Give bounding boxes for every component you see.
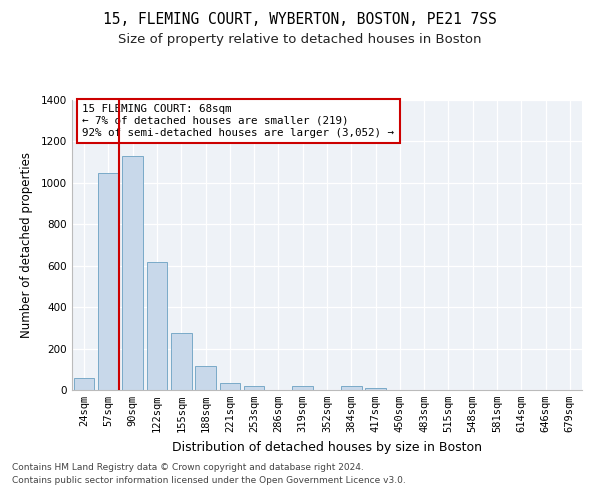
Bar: [74, 378, 94, 390]
X-axis label: Distribution of detached houses by size in Boston: Distribution of detached houses by size …: [172, 440, 482, 454]
Text: 15, FLEMING COURT, WYBERTON, BOSTON, PE21 7SS: 15, FLEMING COURT, WYBERTON, BOSTON, PE2…: [103, 12, 497, 28]
Bar: [171, 333, 191, 390]
Y-axis label: Number of detached properties: Number of detached properties: [20, 152, 32, 338]
Bar: [341, 386, 362, 390]
Text: Size of property relative to detached houses in Boston: Size of property relative to detached ho…: [118, 32, 482, 46]
Bar: [365, 388, 386, 390]
Bar: [195, 366, 216, 390]
Text: Contains public sector information licensed under the Open Government Licence v3: Contains public sector information licen…: [12, 476, 406, 485]
Bar: [98, 172, 119, 390]
Bar: [146, 262, 167, 390]
Text: 15 FLEMING COURT: 68sqm
← 7% of detached houses are smaller (219)
92% of semi-de: 15 FLEMING COURT: 68sqm ← 7% of detached…: [82, 104, 394, 138]
Bar: [244, 386, 265, 390]
Text: Contains HM Land Registry data © Crown copyright and database right 2024.: Contains HM Land Registry data © Crown c…: [12, 464, 364, 472]
Bar: [292, 386, 313, 390]
Bar: [122, 156, 143, 390]
Bar: [220, 383, 240, 390]
